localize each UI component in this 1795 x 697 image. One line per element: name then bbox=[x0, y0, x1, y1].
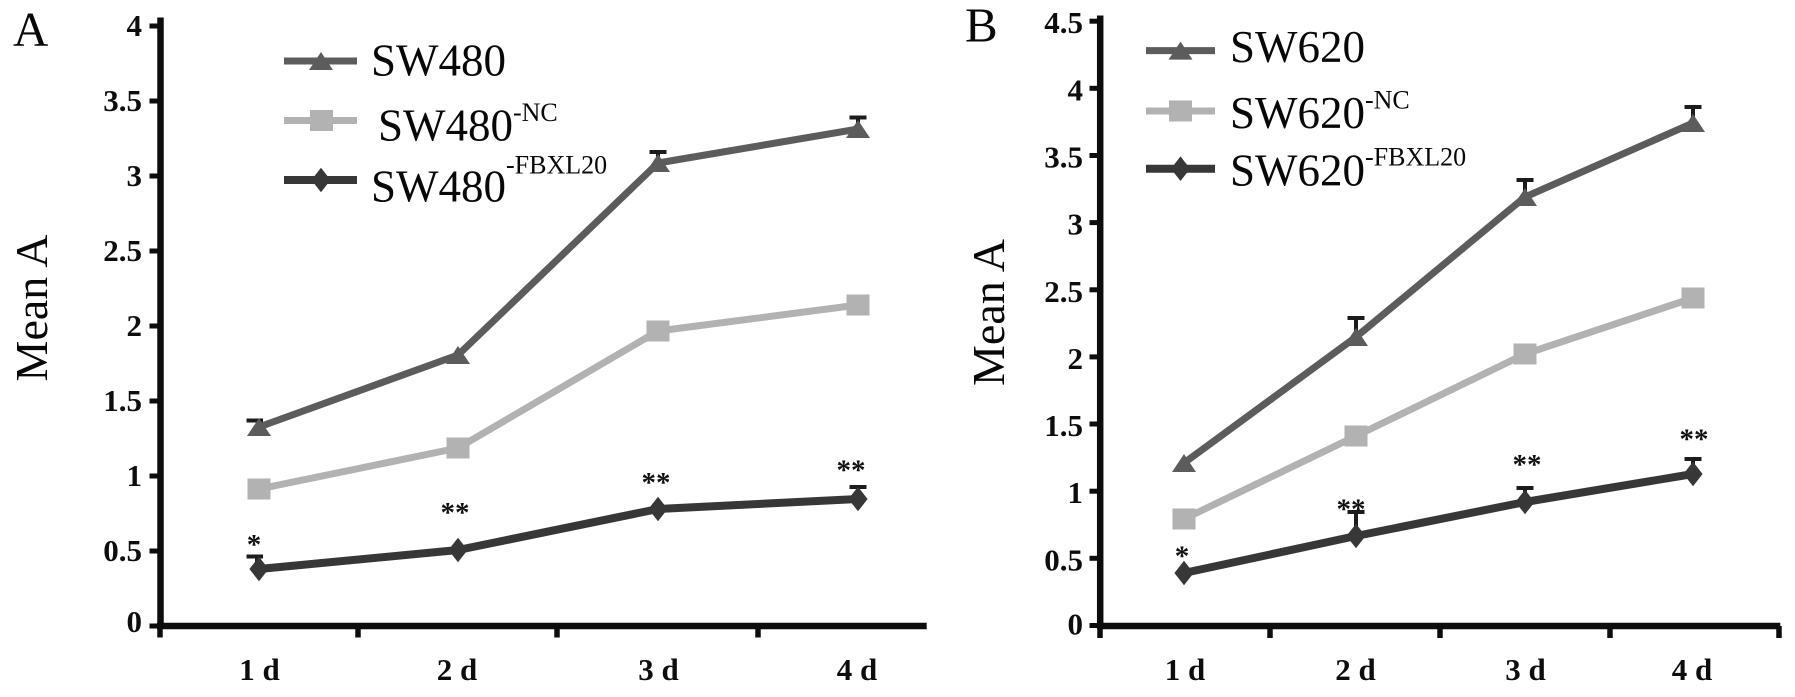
svg-text:2.5: 2.5 bbox=[103, 233, 142, 268]
svg-text:3 d: 3 d bbox=[1505, 652, 1546, 687]
svg-text:2 d: 2 d bbox=[437, 652, 478, 687]
svg-text:1 d: 1 d bbox=[239, 652, 280, 687]
svg-text:*: * bbox=[247, 529, 262, 561]
svg-text:**: ** bbox=[1337, 494, 1366, 526]
svg-text:4 d: 4 d bbox=[1672, 652, 1713, 687]
svg-text:1: 1 bbox=[127, 458, 143, 493]
svg-text:B: B bbox=[965, 0, 998, 53]
svg-text:**: ** bbox=[837, 455, 866, 487]
svg-text:A: A bbox=[13, 2, 49, 57]
svg-text:4.5: 4.5 bbox=[1044, 5, 1083, 40]
svg-text:2.5: 2.5 bbox=[1044, 274, 1083, 309]
svg-text:*: * bbox=[1175, 541, 1190, 573]
svg-text:4: 4 bbox=[1068, 72, 1084, 107]
svg-text:3: 3 bbox=[127, 158, 143, 193]
svg-text:0.5: 0.5 bbox=[1044, 542, 1083, 577]
svg-text:2: 2 bbox=[127, 308, 143, 343]
svg-text:1 d: 1 d bbox=[1165, 652, 1206, 687]
svg-text:3: 3 bbox=[1068, 207, 1084, 242]
svg-text:SW620: SW620 bbox=[1230, 22, 1365, 72]
svg-text:3.5: 3.5 bbox=[1044, 140, 1083, 175]
svg-text:1.5: 1.5 bbox=[103, 383, 142, 418]
svg-text:**: ** bbox=[1680, 424, 1709, 456]
svg-text:0.5: 0.5 bbox=[103, 533, 142, 568]
svg-text:4 d: 4 d bbox=[837, 652, 878, 687]
svg-text:3.5: 3.5 bbox=[103, 83, 142, 118]
svg-text:**: ** bbox=[642, 467, 671, 499]
svg-text:4: 4 bbox=[127, 8, 143, 43]
svg-text:Mean A: Mean A bbox=[6, 235, 57, 382]
svg-text:SW480: SW480 bbox=[371, 36, 506, 86]
svg-text:Mean A: Mean A bbox=[963, 239, 1014, 386]
svg-text:2: 2 bbox=[1068, 341, 1084, 376]
svg-text:1.5: 1.5 bbox=[1044, 408, 1083, 443]
svg-text:**: ** bbox=[441, 497, 470, 529]
svg-text:0: 0 bbox=[127, 604, 143, 639]
svg-text:1: 1 bbox=[1068, 475, 1084, 510]
svg-text:**: ** bbox=[1513, 449, 1542, 481]
svg-text:0: 0 bbox=[1068, 607, 1084, 642]
svg-text:3 d: 3 d bbox=[638, 652, 679, 687]
svg-text:2 d: 2 d bbox=[1335, 652, 1376, 687]
